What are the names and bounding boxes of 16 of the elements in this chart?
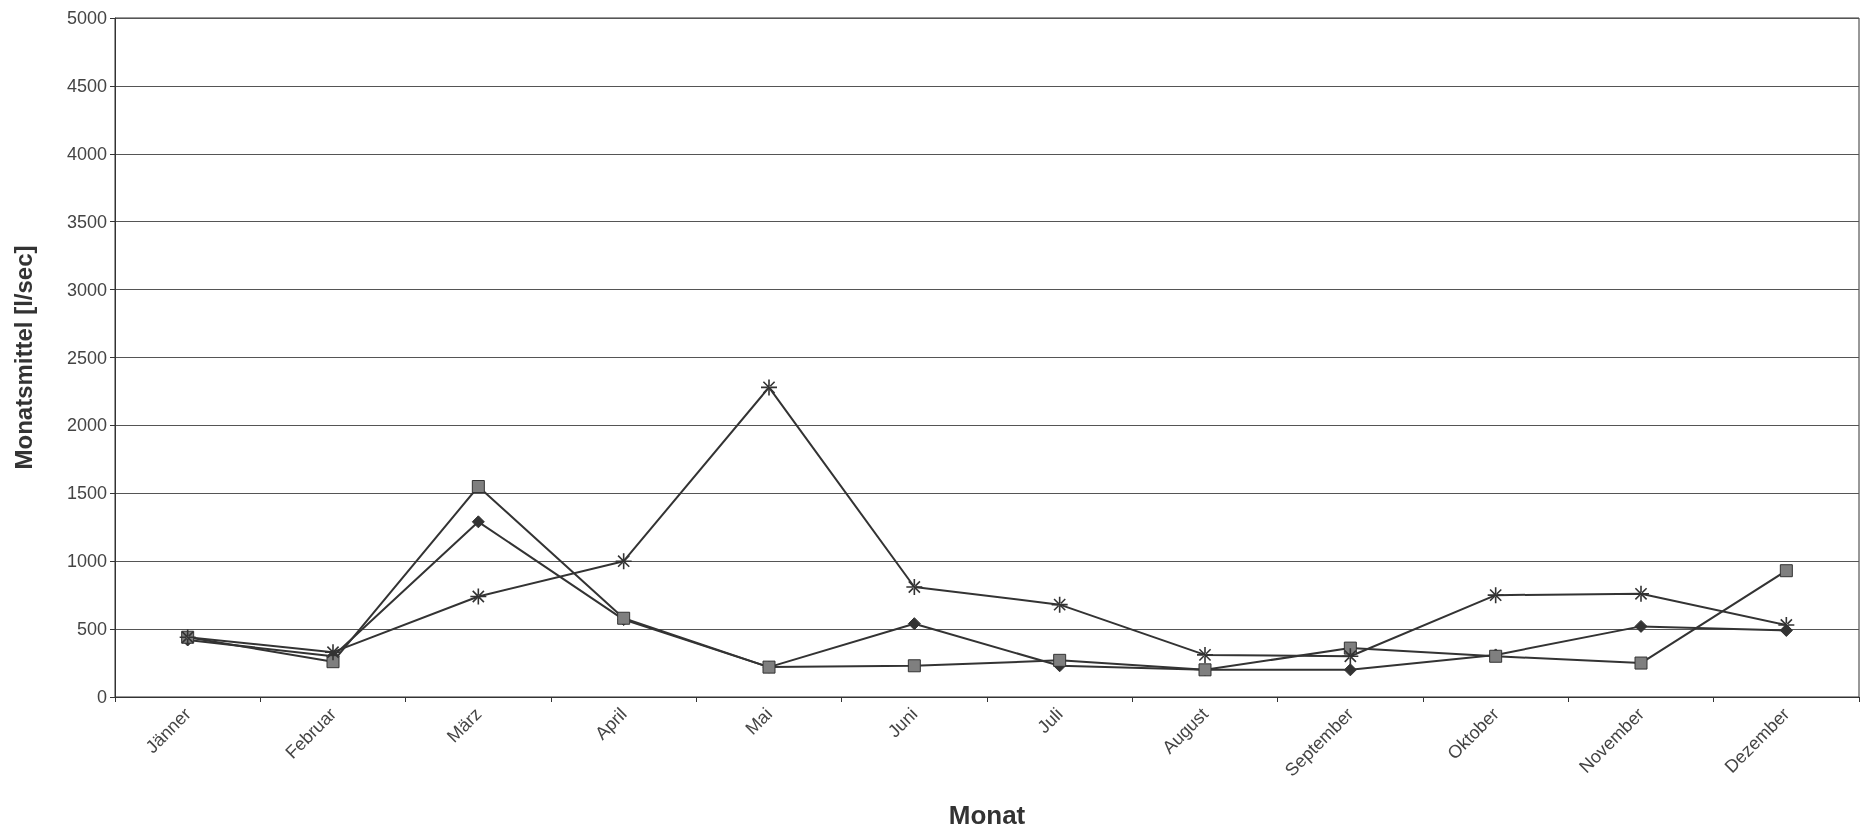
y-tick-label: 1500 xyxy=(66,483,107,504)
y-tick-label: 1000 xyxy=(66,551,107,572)
x-tick-label: Juni xyxy=(883,703,922,742)
y-tick-label: 3000 xyxy=(66,279,107,300)
y-tick-label: 2500 xyxy=(66,347,107,368)
y-tick-label: 4500 xyxy=(66,75,107,96)
y-tick-label: 500 xyxy=(76,619,107,640)
y-tick-label: 4000 xyxy=(66,143,107,164)
y-tick-label: 0 xyxy=(96,687,107,707)
y-tick-label: 2000 xyxy=(66,415,107,436)
y-tick-label: 3500 xyxy=(66,211,107,232)
x-axis-title: Monat xyxy=(948,800,1026,830)
x-tick-label: Juli xyxy=(1033,703,1067,738)
y-tick-label: 5000 xyxy=(66,8,107,28)
x-tick-label: Mai xyxy=(741,703,777,739)
y-axis-title: Monatsmittel [l/sec] xyxy=(9,245,37,470)
